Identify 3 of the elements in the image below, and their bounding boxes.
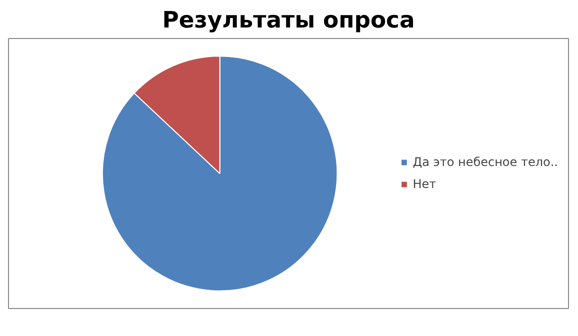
chart-title: Результаты опроса	[162, 8, 415, 34]
legend-label: Нет	[412, 177, 436, 191]
legend-label: Да это небесное тело..	[412, 155, 558, 169]
